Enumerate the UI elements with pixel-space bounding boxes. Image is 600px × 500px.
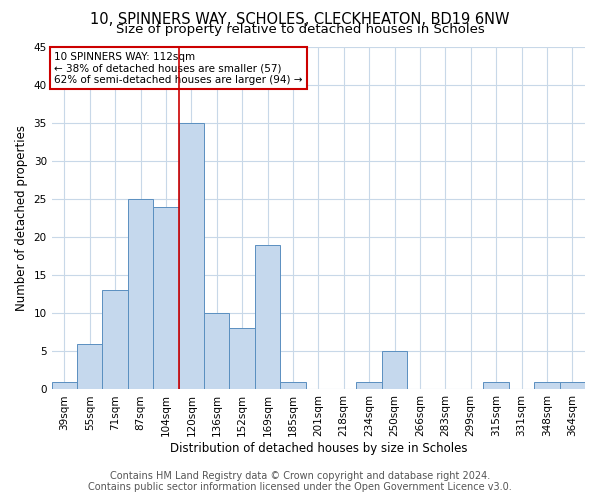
Text: Contains HM Land Registry data © Crown copyright and database right 2024.
Contai: Contains HM Land Registry data © Crown c…	[88, 471, 512, 492]
Bar	[52, 382, 77, 390]
Bar	[153, 206, 179, 390]
Bar	[560, 382, 585, 390]
Bar	[255, 244, 280, 390]
Bar	[356, 382, 382, 390]
X-axis label: Distribution of detached houses by size in Scholes: Distribution of detached houses by size …	[170, 442, 467, 455]
Bar	[484, 382, 509, 390]
Text: 10 SPINNERS WAY: 112sqm
← 38% of detached houses are smaller (57)
62% of semi-de: 10 SPINNERS WAY: 112sqm ← 38% of detache…	[55, 52, 303, 85]
Bar	[128, 199, 153, 390]
Bar	[179, 122, 204, 390]
Bar	[280, 382, 305, 390]
Bar	[534, 382, 560, 390]
Text: 10, SPINNERS WAY, SCHOLES, CLECKHEATON, BD19 6NW: 10, SPINNERS WAY, SCHOLES, CLECKHEATON, …	[90, 12, 510, 26]
Y-axis label: Number of detached properties: Number of detached properties	[15, 125, 28, 311]
Bar	[77, 344, 103, 390]
Bar	[382, 352, 407, 390]
Bar	[229, 328, 255, 390]
Text: Size of property relative to detached houses in Scholes: Size of property relative to detached ho…	[116, 24, 484, 36]
Bar	[204, 313, 229, 390]
Bar	[103, 290, 128, 390]
